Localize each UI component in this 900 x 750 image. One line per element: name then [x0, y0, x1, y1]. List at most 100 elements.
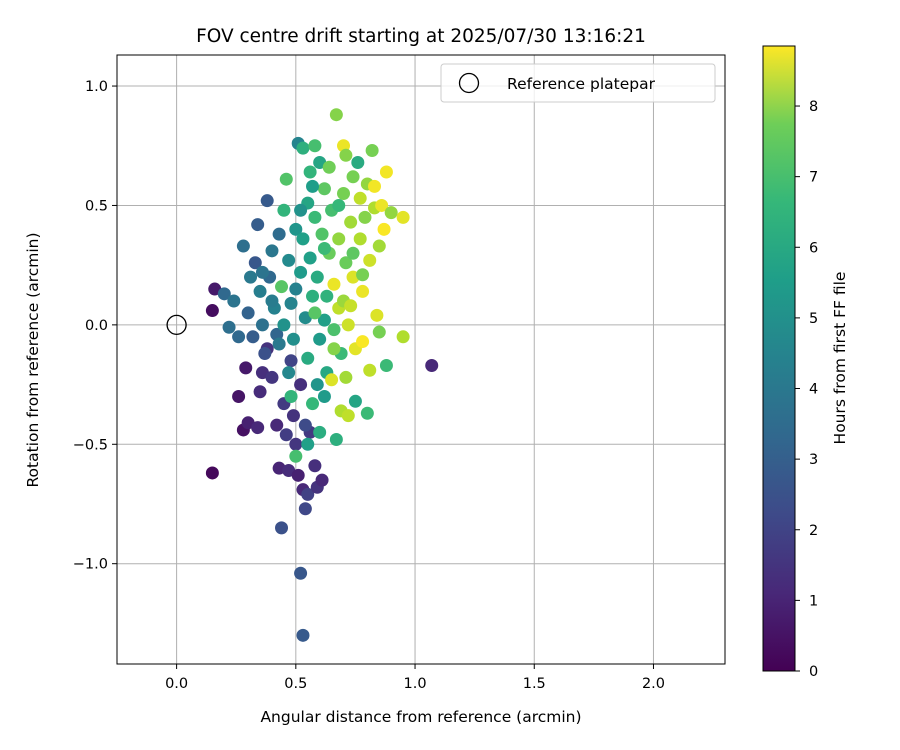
data-point [277, 203, 291, 217]
data-point [291, 468, 305, 482]
data-point [317, 182, 331, 196]
data-point [232, 390, 246, 404]
data-point [227, 294, 241, 308]
data-point [356, 335, 370, 349]
data-point [310, 270, 324, 284]
data-point [301, 351, 315, 365]
data-point [289, 437, 303, 451]
data-point [308, 459, 322, 473]
data-point [353, 191, 367, 205]
colorbar-label: Hours from first FF file [831, 272, 849, 445]
colorbar-ticks: 0 1 2 3 4 5 6 7 8 [795, 99, 818, 680]
y-axis-ticks: −1.0 −0.5 0.0 0.5 1.0 [73, 79, 117, 573]
data-point [348, 394, 362, 408]
y-axis-label: Rotation from reference (arcmin) [24, 232, 42, 487]
data-point [296, 232, 310, 246]
data-point [284, 354, 298, 368]
legend-label: Reference platepar [507, 75, 656, 93]
data-point [251, 421, 265, 435]
data-point [246, 330, 260, 344]
data-point [239, 361, 253, 375]
y-tick-label: 1.0 [85, 79, 108, 95]
data-point [294, 265, 308, 279]
data-point [277, 318, 291, 332]
data-point [425, 358, 439, 372]
data-point [396, 210, 410, 224]
data-point [379, 165, 393, 179]
scatter-points [205, 108, 439, 642]
data-point [289, 282, 303, 296]
plot-frame [116, 54, 726, 665]
data-point [244, 270, 258, 284]
data-point [265, 244, 279, 258]
x-tick-label: 1.0 [404, 676, 427, 692]
colorbar-tick-label: 2 [809, 523, 818, 539]
data-point [255, 265, 269, 279]
data-point [360, 406, 374, 420]
colorbar-tick-label: 3 [809, 452, 818, 468]
data-point [341, 318, 355, 332]
data-point [346, 170, 360, 184]
reference-point [166, 314, 187, 336]
data-point [339, 148, 353, 162]
data-point [232, 330, 246, 344]
data-point [344, 215, 358, 229]
y-tick-label: −1.0 [73, 557, 108, 573]
data-point [308, 139, 322, 153]
colorbar-tick-label: 8 [809, 99, 818, 115]
data-point [368, 179, 382, 193]
x-axis-label: Angular distance from reference (arcmin) [260, 708, 581, 726]
data-point [205, 466, 219, 480]
data-point [303, 251, 317, 265]
data-point [303, 165, 317, 179]
data-point [358, 210, 372, 224]
data-point [294, 203, 308, 217]
data-point [298, 418, 312, 432]
data-point [325, 373, 339, 387]
data-point [341, 409, 355, 423]
data-point [289, 449, 303, 463]
data-point [272, 227, 286, 241]
x-tick-label: 0.5 [284, 676, 307, 692]
data-point [375, 198, 389, 212]
data-point [236, 239, 250, 253]
data-point [272, 337, 286, 351]
data-point [270, 418, 284, 432]
colorbar-tick-label: 4 [809, 382, 818, 398]
data-point [337, 187, 351, 201]
data-point [377, 222, 391, 236]
data-point [241, 306, 255, 320]
data-point [332, 198, 346, 212]
data-point [286, 409, 300, 423]
data-point [327, 342, 341, 356]
colorbar-tick-label: 1 [809, 593, 818, 609]
data-point [363, 253, 377, 267]
data-point [296, 141, 310, 155]
data-point [222, 320, 236, 334]
legend: Reference platepar [440, 63, 716, 103]
data-point [332, 232, 346, 246]
data-point [296, 628, 310, 642]
data-point [306, 397, 320, 411]
x-tick-label: 0.0 [165, 676, 188, 692]
colorbar-tick-label: 6 [809, 240, 818, 256]
reference-marker [166, 314, 187, 336]
data-point [315, 227, 329, 241]
data-point [329, 108, 343, 122]
data-point [365, 144, 379, 158]
x-tick-label: 1.5 [523, 676, 546, 692]
data-point [346, 246, 360, 260]
data-point [384, 206, 398, 220]
data-point [275, 521, 289, 535]
data-point [308, 210, 322, 224]
data-point [253, 385, 267, 399]
data-point [313, 425, 327, 439]
data-point [265, 294, 279, 308]
data-point [282, 253, 296, 267]
data-point [301, 437, 315, 451]
grid-lines [117, 55, 725, 664]
data-point [356, 268, 370, 282]
data-point [372, 325, 386, 339]
data-point [205, 304, 219, 318]
data-point [294, 566, 308, 580]
